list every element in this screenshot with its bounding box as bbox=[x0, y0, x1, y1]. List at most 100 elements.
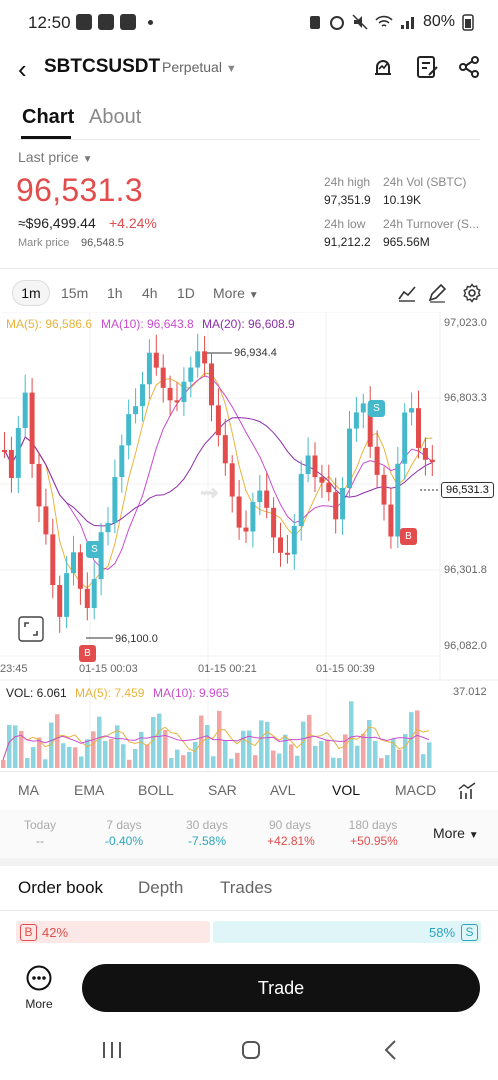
ma10-line bbox=[4, 375, 433, 570]
candle-body bbox=[422, 447, 428, 460]
indicator-sar[interactable]: SAR bbox=[208, 782, 237, 798]
candle-body bbox=[8, 450, 14, 478]
volume-bar bbox=[379, 758, 384, 768]
buy-ratio-percent: 42% bbox=[42, 925, 69, 940]
volume-bar bbox=[187, 751, 192, 768]
timeframe-more-label: More bbox=[213, 285, 245, 301]
sell-trade-marker[interactable]: S bbox=[368, 400, 385, 417]
candle-body bbox=[416, 408, 421, 448]
candle-body bbox=[64, 573, 70, 617]
candle-body bbox=[77, 552, 83, 589]
performance-more[interactable]: More ▼ bbox=[433, 825, 479, 841]
indicator-ema[interactable]: EMA bbox=[74, 782, 105, 798]
price-axis-label: 96,803.3 bbox=[444, 392, 487, 404]
notes-icon[interactable] bbox=[414, 54, 440, 80]
settings-gear-icon[interactable] bbox=[462, 283, 482, 303]
candlestick-chart[interactable]: ⇝ bbox=[0, 312, 498, 772]
draw-tool-icon[interactable] bbox=[427, 283, 447, 303]
volume-bar bbox=[271, 750, 276, 768]
volume-bar bbox=[319, 741, 324, 768]
volume-bar bbox=[25, 758, 30, 768]
recent-apps-icon[interactable] bbox=[101, 1040, 123, 1060]
symbol-title[interactable]: SBTCSUSDT bbox=[44, 56, 161, 77]
volume-bar bbox=[19, 730, 24, 768]
low-price-marker: 96,100.0 bbox=[115, 633, 158, 645]
fullscreen-icon[interactable] bbox=[18, 616, 44, 642]
volume-bar bbox=[361, 733, 366, 768]
volume-ma5-legend: MA(5): 7.459 bbox=[75, 686, 145, 700]
indicator-boll[interactable]: BOLL bbox=[138, 782, 174, 798]
timeframe-1d[interactable]: 1D bbox=[177, 285, 195, 301]
last-price-selector[interactable]: Last price ▼ bbox=[18, 149, 93, 165]
timeframe-1m[interactable]: 1m bbox=[12, 280, 50, 306]
volume-bar bbox=[97, 716, 102, 768]
volume-bar bbox=[61, 743, 66, 768]
volume-bar bbox=[409, 712, 414, 768]
stat-24h-low-label: 24h low bbox=[324, 217, 366, 231]
buy-trade-marker[interactable]: B bbox=[400, 528, 417, 545]
trade-button[interactable]: Trade bbox=[82, 964, 480, 1012]
section-separator bbox=[0, 858, 498, 866]
back-arrow-icon[interactable]: ‹ bbox=[18, 54, 27, 84]
candle-body bbox=[91, 579, 97, 608]
sell-ratio-bar bbox=[213, 921, 481, 943]
timeframe-more[interactable]: More ▼ bbox=[213, 285, 259, 301]
candle-body bbox=[264, 490, 270, 508]
indicator-settings-icon[interactable] bbox=[457, 781, 477, 801]
tab-order-book[interactable]: Order book bbox=[18, 878, 104, 897]
indicator-avl[interactable]: AVL bbox=[270, 782, 296, 798]
tab-trades[interactable]: Trades bbox=[220, 878, 273, 897]
candle-body bbox=[126, 414, 132, 446]
stat-24h-high-label: 24h high bbox=[324, 175, 371, 189]
volume-bar bbox=[373, 740, 378, 768]
volume-bar bbox=[403, 734, 408, 768]
performance-more-label: More bbox=[433, 825, 465, 841]
indicator-macd[interactable]: MACD bbox=[395, 782, 437, 798]
stat-24h-vol-label: 24h Vol (SBTC) bbox=[383, 175, 467, 189]
share-icon[interactable] bbox=[456, 54, 482, 80]
contract-type-label: Perpetual bbox=[162, 59, 222, 75]
stat-24h-high-value: 97,351.9 bbox=[324, 193, 371, 207]
volume-bar bbox=[151, 716, 156, 768]
volume-bar bbox=[295, 755, 300, 768]
tab-about[interactable]: About bbox=[89, 106, 142, 128]
active-tab-underline bbox=[21, 136, 71, 139]
line-chart-icon[interactable] bbox=[397, 283, 417, 303]
price-alert-icon[interactable] bbox=[370, 54, 396, 80]
buy-trade-marker[interactable]: B bbox=[79, 645, 96, 662]
bottom-more-button[interactable]: More bbox=[20, 965, 58, 1011]
timeframe-1h[interactable]: 1h bbox=[107, 285, 123, 301]
status-system-icons: 80% bbox=[308, 13, 474, 31]
battery-saver-icon bbox=[309, 16, 320, 29]
indicator-ma[interactable]: MA bbox=[18, 782, 39, 798]
sell-trade-marker[interactable]: S bbox=[86, 541, 103, 558]
candle-body bbox=[353, 412, 359, 429]
ma10-legend: MA(10): 96,643.8 bbox=[101, 317, 194, 331]
back-nav-icon[interactable] bbox=[383, 1039, 399, 1061]
candle-body bbox=[284, 552, 290, 555]
timeframe-15m[interactable]: 15m bbox=[61, 285, 89, 301]
home-icon[interactable] bbox=[241, 1040, 261, 1060]
volume-bar bbox=[127, 759, 132, 768]
last-price-value: 96,531.3 bbox=[16, 172, 143, 208]
volume-bar bbox=[355, 745, 360, 768]
candle-body bbox=[133, 406, 139, 415]
indicator-vol[interactable]: VOL bbox=[332, 782, 361, 798]
tab-depth[interactable]: Depth bbox=[138, 878, 184, 897]
candle-body bbox=[22, 392, 28, 428]
status-bar: 12:50 80% bbox=[0, 0, 498, 46]
volume-bar bbox=[289, 744, 294, 768]
timeframe-4h[interactable]: 4h bbox=[142, 285, 158, 301]
battery-percent: 80% bbox=[422, 13, 455, 30]
candle-body bbox=[112, 477, 118, 523]
time-axis-label: 23:45 bbox=[0, 663, 28, 675]
tab-chart[interactable]: Chart bbox=[22, 106, 75, 128]
buy-ratio-bar bbox=[16, 921, 210, 943]
stat-24h-turnover-label: 24h Turnover (S... bbox=[383, 217, 480, 231]
volume-bar bbox=[43, 759, 48, 768]
candle-body bbox=[146, 352, 152, 385]
ma5-line bbox=[4, 372, 433, 589]
contract-type-selector[interactable]: Perpetual ▼ bbox=[162, 59, 237, 75]
perf-label-7d: 7 days bbox=[106, 818, 142, 832]
volume-bar bbox=[223, 740, 228, 768]
